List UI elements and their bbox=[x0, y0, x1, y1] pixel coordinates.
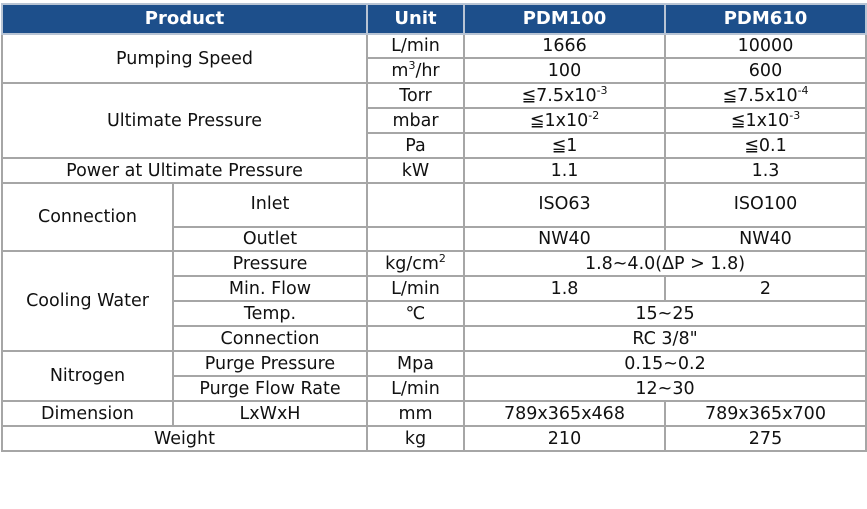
unit-cell bbox=[366, 325, 465, 352]
value-shared: 0.15~0.2 bbox=[463, 350, 867, 377]
value-b: ≦1x10-3 bbox=[664, 107, 867, 134]
unit-cell: mm bbox=[366, 400, 465, 427]
value-a: 210 bbox=[463, 425, 666, 452]
header-product: Product bbox=[1, 3, 368, 35]
table-row: Connection RC 3/8" bbox=[2, 325, 867, 352]
table-row: Cooling Water Pressure kg/cm2 1.8~4.0(ΔP… bbox=[1, 250, 867, 352]
unit-cell bbox=[366, 226, 465, 252]
value-a: ISO63 bbox=[463, 182, 666, 228]
sub-label: Pressure bbox=[172, 250, 368, 277]
table-row: Pa ≦1 ≦0.1 bbox=[2, 132, 867, 159]
unit-cell: L/min bbox=[366, 275, 465, 302]
value-b: ≦7.5x10-4 bbox=[664, 82, 867, 109]
value-a: 789x365x468 bbox=[463, 400, 666, 427]
row-label: Weight bbox=[1, 425, 368, 452]
value-a: 1.8 bbox=[463, 275, 666, 302]
value-a: 100 bbox=[463, 57, 666, 84]
sub-label: Purge Flow Rate bbox=[172, 375, 368, 402]
unit-tail: /hr bbox=[415, 60, 440, 81]
table-row: m3/hr 100 600 bbox=[2, 57, 867, 84]
value-b: 600 bbox=[664, 57, 867, 84]
value-b: ≦0.1 bbox=[664, 132, 867, 159]
row-label: Ultimate Pressure bbox=[1, 82, 368, 159]
value-b: 10000 bbox=[664, 33, 867, 59]
table-row: Min. Flow L/min 1.8 2 bbox=[2, 275, 867, 302]
unit-sup: 2 bbox=[438, 251, 446, 265]
value-b: 2 bbox=[664, 275, 867, 302]
value-shared: RC 3/8" bbox=[463, 325, 867, 352]
value-shared: 1.8~4.0(ΔP > 1.8) bbox=[463, 250, 867, 277]
table-row: Connection Inlet ISO63 ISO100 bbox=[1, 182, 867, 252]
table-row: Pumping Speed L/min 1666 10000 bbox=[1, 33, 867, 84]
unit-sup: 3 bbox=[408, 58, 416, 72]
spec-table: Product Unit PDM100 PDM610 Pumping Speed… bbox=[1, 3, 867, 452]
value-base: ≦1x10 bbox=[730, 110, 790, 131]
value-sup: -3 bbox=[596, 83, 608, 97]
value-b: NW40 bbox=[664, 226, 867, 252]
sub-label: Connection bbox=[172, 325, 368, 352]
sub-label: Inlet bbox=[172, 182, 368, 228]
sub-label: Outlet bbox=[172, 226, 368, 252]
value-shared: 12~30 bbox=[463, 375, 867, 402]
unit-cell: kW bbox=[366, 157, 465, 184]
table-row: Dimension LxWxH mm 789x365x468 789x365x7… bbox=[1, 400, 867, 427]
table-row: mbar ≦1x10-2 ≦1x10-3 bbox=[2, 107, 867, 134]
row-label: Connection bbox=[1, 182, 174, 252]
value-base: ≦7.5x10 bbox=[722, 85, 798, 106]
value-base: ≦7.5x10 bbox=[521, 85, 597, 106]
value-b: 789x365x700 bbox=[664, 400, 867, 427]
unit-cell: kg bbox=[366, 425, 465, 452]
unit-cell: m3/hr bbox=[366, 57, 465, 84]
value-sup: -3 bbox=[789, 108, 801, 122]
value-b: 1.3 bbox=[664, 157, 867, 184]
value-sup: -2 bbox=[588, 108, 600, 122]
unit-cell: mbar bbox=[366, 107, 465, 134]
row-label: Power at Ultimate Pressure bbox=[1, 157, 368, 184]
row-label: Dimension bbox=[1, 400, 174, 427]
row-label: Pumping Speed bbox=[1, 33, 368, 84]
unit-cell: Torr bbox=[366, 82, 465, 109]
row-label: Nitrogen bbox=[1, 350, 174, 402]
table-row: Ultimate Pressure Torr ≦7.5x10-3 ≦7.5x10… bbox=[1, 82, 867, 159]
header-model-a: PDM100 bbox=[463, 3, 666, 35]
value-a: 1.1 bbox=[463, 157, 666, 184]
header-model-b: PDM610 bbox=[664, 3, 867, 35]
unit-cell: Pa bbox=[366, 132, 465, 159]
table-row: Nitrogen Purge Pressure Mpa 0.15~0.2 bbox=[1, 350, 867, 402]
unit-cell bbox=[366, 182, 465, 228]
value-base: ≦1x10 bbox=[529, 110, 589, 131]
unit-cell: kg/cm2 bbox=[366, 250, 465, 277]
unit-cell: Mpa bbox=[366, 350, 465, 377]
value-a: ≦1x10-2 bbox=[463, 107, 666, 134]
table-row: Purge Flow Rate L/min 12~30 bbox=[2, 375, 867, 402]
unit-base: kg/cm bbox=[385, 253, 439, 274]
table-row: Outlet NW40 NW40 bbox=[2, 226, 867, 252]
value-a: ≦7.5x10-3 bbox=[463, 82, 666, 109]
value-sup: -4 bbox=[797, 83, 809, 97]
sub-label: LxWxH bbox=[172, 400, 368, 427]
value-b: 275 bbox=[664, 425, 867, 452]
value-a: 1666 bbox=[463, 33, 666, 59]
table-row: Power at Ultimate Pressure kW 1.1 1.3 bbox=[1, 157, 867, 184]
unit-base: m bbox=[391, 60, 409, 81]
header-unit: Unit bbox=[366, 3, 465, 35]
sub-label: Purge Pressure bbox=[172, 350, 368, 377]
header-row: Product Unit PDM100 PDM610 bbox=[1, 3, 867, 35]
table-row: Temp. ℃ 15~25 bbox=[2, 300, 867, 327]
unit-cell: L/min bbox=[366, 375, 465, 402]
sub-label: Temp. bbox=[172, 300, 368, 327]
unit-cell: L/min bbox=[366, 33, 465, 59]
value-a: ≦1 bbox=[463, 132, 666, 159]
unit-cell: ℃ bbox=[366, 300, 465, 327]
value-b: ISO100 bbox=[664, 182, 867, 228]
value-shared: 15~25 bbox=[463, 300, 867, 327]
table-row: Weight kg 210 275 bbox=[1, 425, 867, 452]
sub-label: Min. Flow bbox=[172, 275, 368, 302]
value-a: NW40 bbox=[463, 226, 666, 252]
row-label: Cooling Water bbox=[1, 250, 174, 352]
